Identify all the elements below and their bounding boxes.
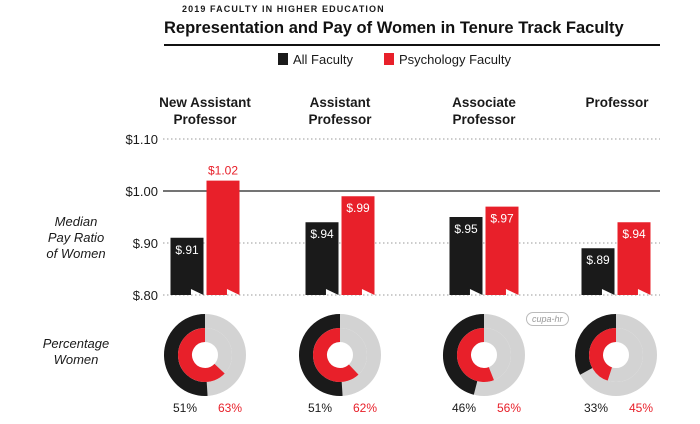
donut-slice-all-faculty <box>443 314 485 395</box>
row-label-line: Women <box>53 352 99 367</box>
group-label-line: Assistant <box>309 95 371 110</box>
bar-data-label: $.89 <box>586 253 610 267</box>
group-label-line: Professor <box>173 112 237 127</box>
y-tick-label: $1.00 <box>125 184 158 199</box>
group-label-line: Professor <box>452 112 516 127</box>
page-title: Representation and Pay of Women in Tenur… <box>164 19 624 37</box>
percent-label-psychology-faculty: 63% <box>218 401 242 415</box>
y-tick-label: $1.10 <box>125 132 158 147</box>
group-label-line: Professor <box>308 112 372 127</box>
legend-item-all-faculty: All Faculty <box>278 52 353 68</box>
row-label-line: Median <box>54 214 98 229</box>
donut-slice-psychology-faculty <box>178 328 225 382</box>
percent-label-all-faculty: 46% <box>452 401 476 415</box>
legend-label: Psychology Faculty <box>399 52 511 67</box>
percent-label-psychology-faculty: 45% <box>629 401 653 415</box>
y-tick-label: $.80 <box>133 288 158 303</box>
legend-label: All Faculty <box>293 52 353 67</box>
bar <box>305 222 339 295</box>
bar-data-label: $.95 <box>454 222 478 236</box>
cupa-hr-logo: cupa-hr <box>526 312 569 326</box>
group-label-assistant: Assistant Professor <box>275 94 405 128</box>
donut-slice-psychology-faculty <box>313 328 359 382</box>
bar <box>617 222 651 295</box>
group-label-professor: Professor <box>552 94 682 111</box>
bar-data-label: $.91 <box>175 243 199 257</box>
group-label-line: Associate <box>452 95 516 110</box>
percent-label-all-faculty: 51% <box>308 401 332 415</box>
bar <box>485 206 519 295</box>
supertitle: 2019 FACULTY IN HIGHER EDUCATION <box>182 4 385 14</box>
row-label-line: Percentage <box>42 336 110 351</box>
row-label-line: Pay Ratio <box>47 230 105 245</box>
percent-label-all-faculty: 33% <box>584 401 608 415</box>
group-label-associate: Associate Professor <box>419 94 549 128</box>
bar-data-label: $1.02 <box>208 164 238 178</box>
bar-data-label: $.94 <box>310 227 334 241</box>
bar-data-label: $.97 <box>490 212 514 226</box>
legend-item-psychology-faculty: Psychology Faculty <box>384 52 511 68</box>
group-label-line: Professor <box>585 95 649 110</box>
donut-slice-all-faculty <box>299 314 343 396</box>
legend-swatch-all-faculty <box>278 53 288 65</box>
legend-swatch-psychology-faculty <box>384 53 394 65</box>
row-label-pay-ratio: Median Pay Ratio of Women <box>26 214 126 262</box>
bar <box>581 248 615 295</box>
bar <box>449 217 483 295</box>
bar <box>170 237 204 295</box>
bar-data-label: $.94 <box>622 227 646 241</box>
row-label-line: of Women <box>46 246 106 261</box>
percent-label-psychology-faculty: 56% <box>497 401 521 415</box>
y-tick-label: $.90 <box>133 236 158 251</box>
donut-slice-all-faculty <box>575 314 617 375</box>
bar <box>206 180 240 295</box>
donut-slice-psychology-faculty <box>457 328 494 382</box>
donut-slice-psychology-faculty <box>589 328 617 381</box>
group-label-new-assistant: New Assistant Professor <box>140 94 270 128</box>
row-label-percentage-women: Percentage Women <box>26 336 126 368</box>
group-label-line: New Assistant <box>159 95 251 110</box>
bar <box>341 196 375 295</box>
donut-slice-all-faculty <box>164 314 208 396</box>
title-divider <box>164 44 660 46</box>
percent-label-all-faculty: 51% <box>173 401 197 415</box>
bar-data-label: $.99 <box>346 201 370 215</box>
percent-label-psychology-faculty: 62% <box>353 401 377 415</box>
